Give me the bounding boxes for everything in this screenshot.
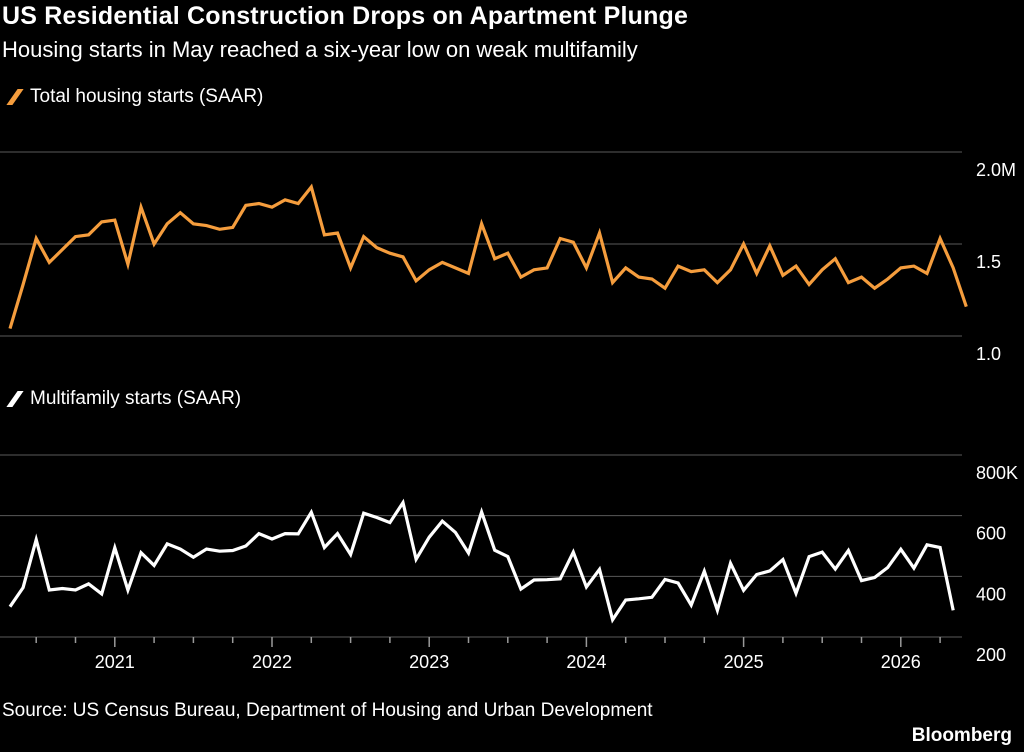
multifamily-starts-series-line (8, 498, 955, 624)
multifamily-starts-ytick-label: 200 (976, 645, 1006, 665)
x-axis-year-label: 2026 (881, 652, 921, 672)
legend-multifamily-starts: Multifamily starts (SAAR) (6, 388, 242, 410)
chart-title: US Residential Construction Drops on Apa… (2, 2, 689, 30)
total-starts-ytick-label: 2.0M (976, 160, 1016, 180)
x-axis-year-label: 2022 (252, 652, 292, 672)
x-axis-year-label: 2021 (95, 652, 135, 672)
legend-total-label: Total housing starts (SAAR) (30, 86, 264, 107)
x-axis-year-label: 2024 (566, 652, 606, 672)
legend-total-starts: Total housing starts (SAAR) (6, 86, 264, 108)
multifamily-starts-ytick-label: 800K (976, 463, 1018, 483)
x-axis-year-label: 2023 (409, 652, 449, 672)
multifamily-starts-ytick-label: 600 (976, 524, 1006, 544)
source-note: Source: US Census Bureau, Department of … (2, 700, 653, 721)
total-starts-ytick-label: 1.0 (976, 344, 1001, 364)
x-axis-year-label: 2025 (724, 652, 764, 672)
total-starts-ytick-label: 1.5 (976, 252, 1001, 272)
chart-subtitle: Housing starts in May reached a six-year… (2, 37, 638, 62)
multifamily-starts-ytick-label: 400 (976, 584, 1006, 604)
legend-multifamily-label: Multifamily starts (SAAR) (30, 388, 242, 409)
bloomberg-logo: Bloomberg (911, 725, 1012, 746)
total-starts-series-line (8, 183, 968, 330)
